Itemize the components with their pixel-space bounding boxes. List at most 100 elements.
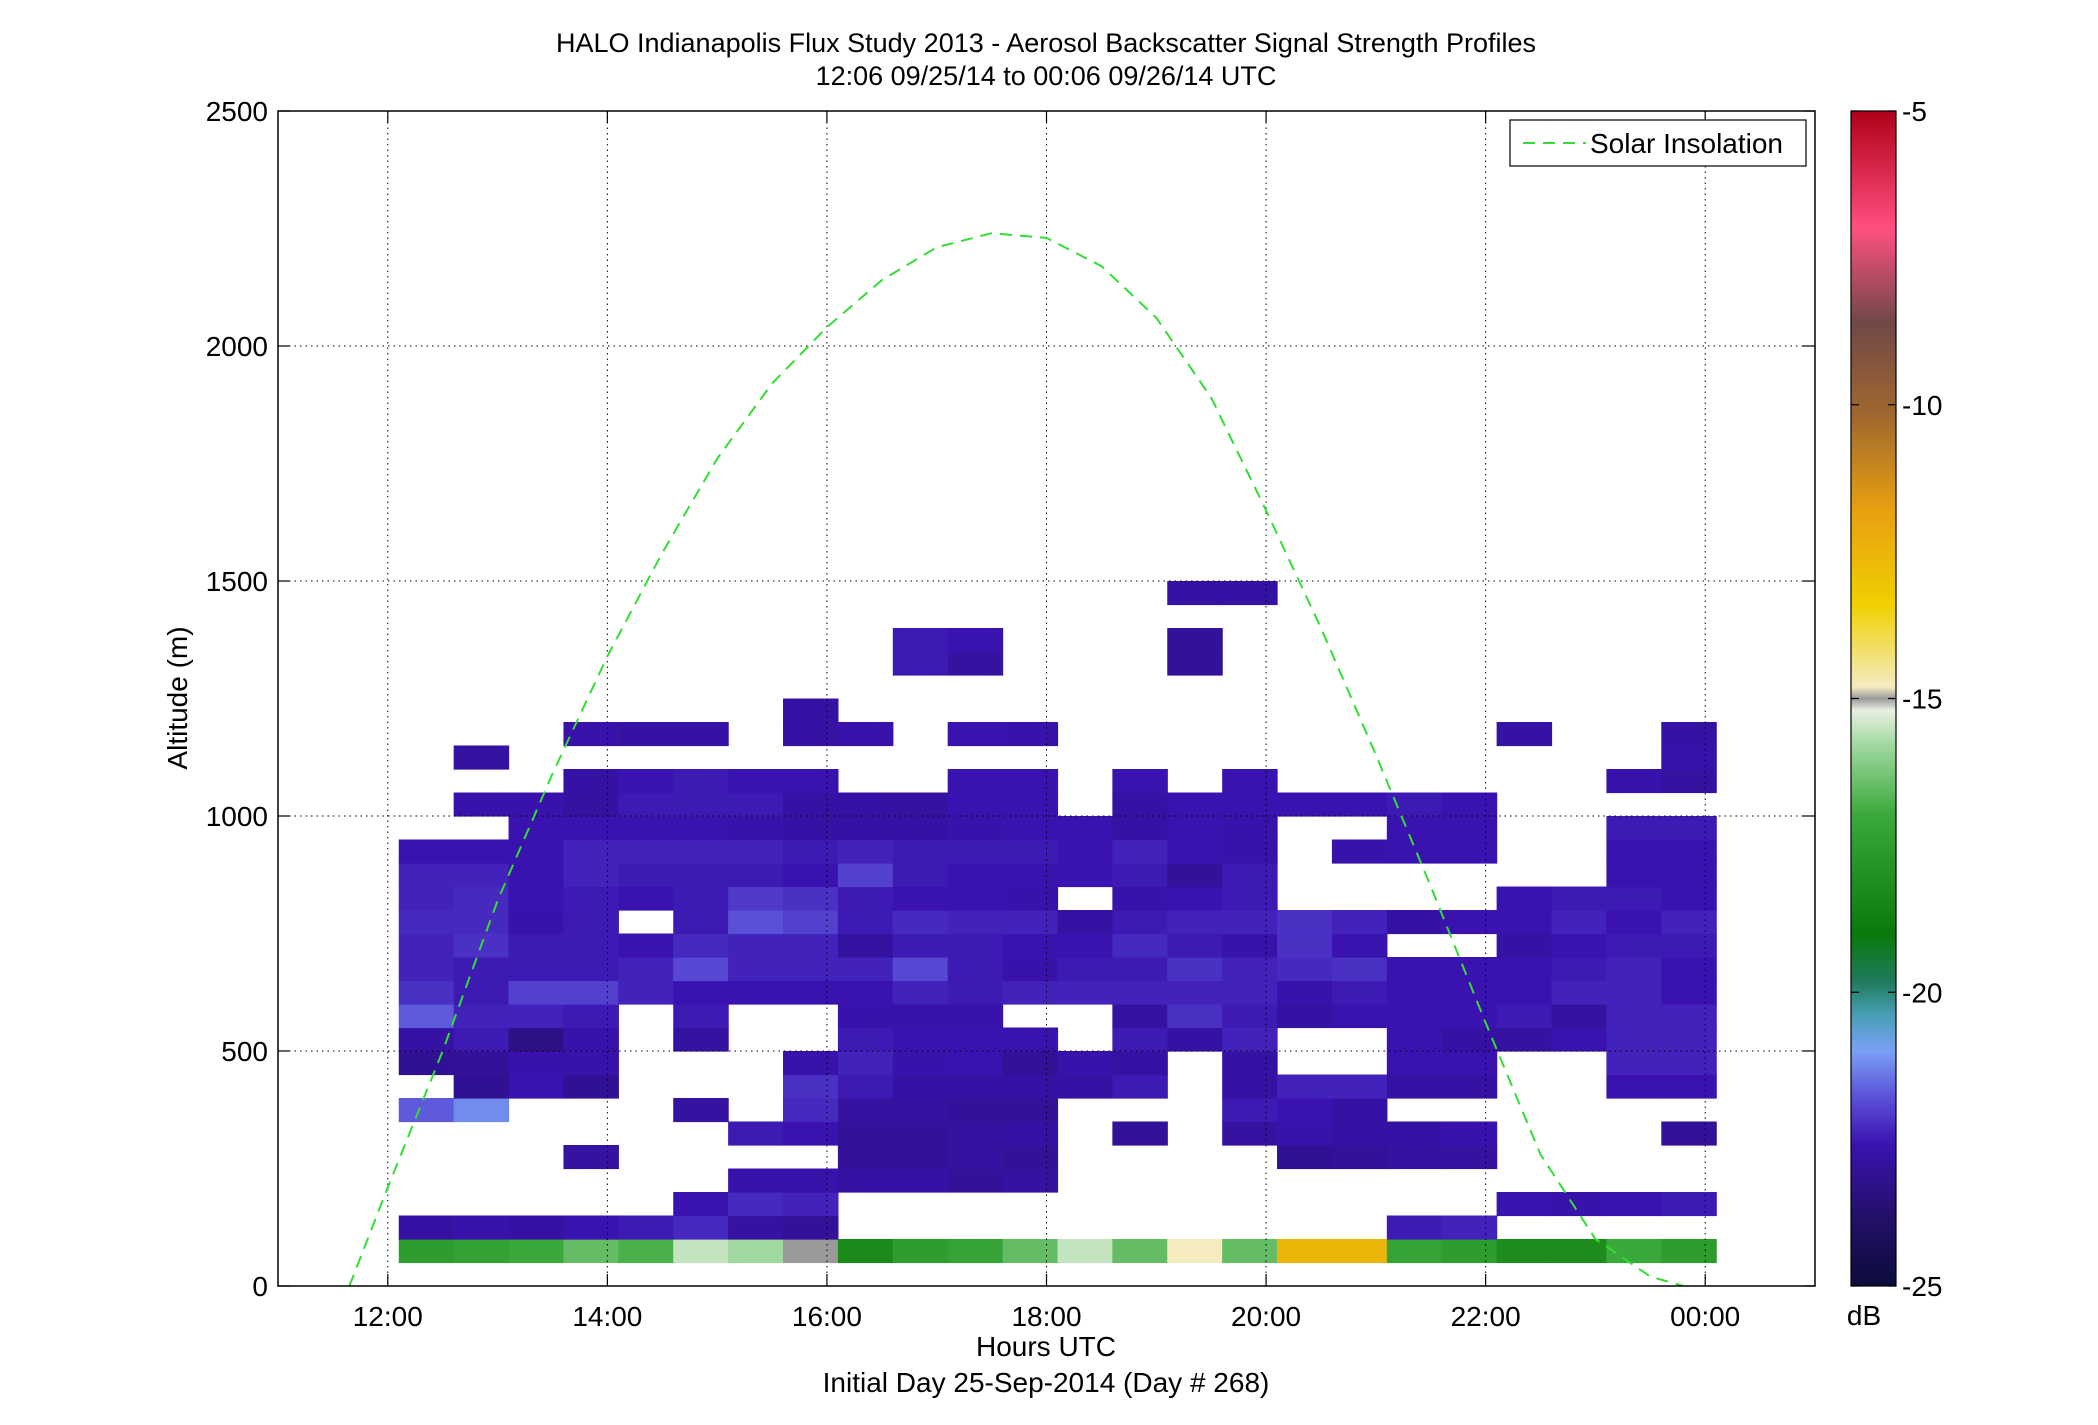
heatmap-cell: [1112, 1074, 1168, 1099]
heatmap-cell: [947, 816, 1004, 841]
heatmap-cell: [728, 1215, 784, 1240]
heatmap-cell: [508, 1239, 565, 1264]
heatmap-cell: [1386, 980, 1443, 1005]
colorbar-tick-label: -10: [1902, 390, 1942, 421]
heatmap-cell: [892, 1239, 949, 1264]
heatmap-cell: [1496, 910, 1553, 935]
heatmap-cell: [563, 839, 619, 864]
heatmap-cell: [892, 1121, 949, 1146]
heatmap-cell: [1277, 933, 1333, 958]
heatmap-cell: [1057, 980, 1113, 1005]
heatmap-cell: [673, 1027, 729, 1052]
heatmap-cell: [508, 933, 565, 958]
heatmap-cell: [1057, 1074, 1113, 1099]
heatmap-cell: [1002, 980, 1059, 1005]
heatmap-cell: [1606, 1027, 1662, 1052]
heatmap-cell: [618, 792, 674, 817]
colorbar-ticks: -25 -20 -15 -10 -5: [1851, 96, 1942, 1302]
heatmap-cell: [1277, 1121, 1333, 1146]
heatmap-cell: [1496, 1004, 1553, 1029]
heatmap-cell: [1661, 769, 1717, 794]
heatmap-cell: [1331, 1098, 1388, 1123]
heatmap-cell: [673, 863, 729, 888]
heatmap-cell: [1496, 980, 1553, 1005]
heatmap-cell: [1222, 1004, 1278, 1029]
heatmap-cell: [618, 722, 674, 747]
heatmap-cell: [1606, 769, 1662, 794]
heatmap-cell: [453, 1098, 510, 1123]
heatmap-cell: [728, 957, 784, 982]
heatmap-cell: [398, 1215, 455, 1240]
heatmap-cell: [618, 886, 674, 911]
heatmap-cell: [892, 1168, 949, 1193]
heatmap-cell: [1277, 957, 1333, 982]
heatmap-cell: [837, 957, 894, 982]
heatmap-cell: [1551, 910, 1607, 935]
heatmap-cell: [1661, 1192, 1717, 1217]
heatmap-cell: [892, 933, 949, 958]
heatmap-cell: [1002, 722, 1059, 747]
x-tick-label: 20:00: [1231, 1301, 1301, 1332]
heatmap-cell: [1112, 910, 1168, 935]
heatmap-cell: [1167, 863, 1223, 888]
heatmap-cell: [947, 722, 1004, 747]
heatmap-cell: [618, 957, 674, 982]
heatmap-cell: [892, 886, 949, 911]
heatmap-cell: [837, 839, 894, 864]
x-tick-label: 14:00: [572, 1301, 642, 1332]
heatmap-cell: [1606, 816, 1662, 841]
heatmap-cell: [1496, 722, 1553, 747]
heatmap-cell: [837, 910, 894, 935]
heatmap-cell: [783, 957, 839, 982]
heatmap-cell: [398, 1027, 455, 1052]
y-tick-label: 2500: [206, 96, 268, 127]
heatmap-cell: [728, 886, 784, 911]
heatmap-cell: [1277, 1074, 1333, 1099]
heatmap-cell: [1606, 980, 1662, 1005]
heatmap-cell: [673, 1215, 729, 1240]
heatmap-cell: [1551, 1192, 1607, 1217]
heatmap-cell: [508, 886, 565, 911]
heatmap-cell: [563, 816, 619, 841]
heatmap-cell: [1057, 863, 1113, 888]
heatmap-cell: [783, 839, 839, 864]
heatmap-cell: [947, 980, 1004, 1005]
heatmap-cell: [1222, 1239, 1278, 1264]
heatmap-cell: [453, 863, 510, 888]
heatmap-cell: [453, 1027, 510, 1052]
heatmap-cell: [947, 1145, 1004, 1170]
x-tick-label: 18:00: [1011, 1301, 1081, 1332]
heatmap-cell: [673, 980, 729, 1005]
y-tick-label: 1000: [206, 801, 268, 832]
heatmap-cell: [892, 1145, 949, 1170]
heatmap-cell: [453, 1239, 510, 1264]
heatmap-cell: [1222, 581, 1278, 606]
heatmap-cell: [1277, 1098, 1333, 1123]
heatmap-cell: [453, 910, 510, 935]
heatmap-cell: [1002, 1168, 1059, 1193]
heatmap-cell: [947, 1239, 1004, 1264]
heatmap-cell: [453, 886, 510, 911]
heatmap-cell: [1002, 863, 1059, 888]
heatmap-cell: [618, 769, 674, 794]
heatmap-cell: [1002, 933, 1059, 958]
heatmap-cell: [1386, 792, 1443, 817]
heatmap-cell: [1386, 1239, 1443, 1264]
heatmap-cell: [1277, 910, 1333, 935]
heatmap-cell: [673, 957, 729, 982]
heatmap-cells: [398, 581, 1717, 1264]
heatmap-cell: [892, 792, 949, 817]
heatmap-cell: [947, 628, 1004, 653]
x-axis-sublabel: Initial Day 25-Sep-2014 (Day # 268): [823, 1367, 1270, 1398]
heatmap-cell: [728, 1239, 784, 1264]
heatmap-cell: [1606, 1051, 1662, 1076]
heatmap-cell: [1386, 1027, 1443, 1052]
heatmap-cell: [673, 769, 729, 794]
heatmap-cell: [1057, 910, 1113, 935]
heatmap-cell: [618, 1239, 674, 1264]
heatmap-cell: [1606, 957, 1662, 982]
heatmap-cell: [1386, 1215, 1443, 1240]
heatmap-cell: [728, 863, 784, 888]
heatmap-cell: [1057, 957, 1113, 982]
